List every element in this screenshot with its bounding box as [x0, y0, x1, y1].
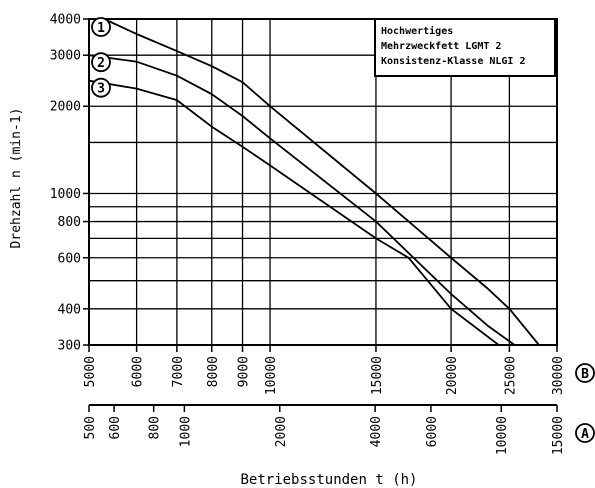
- curve-1: [103, 18, 540, 346]
- y-tick-label: 800: [58, 215, 81, 230]
- curve-2: [88, 54, 516, 346]
- x-tick-label-b: 30000: [551, 356, 566, 395]
- x-tick-label-b: 6000: [131, 356, 146, 387]
- y-axis-label: Drehzahl n (min-1): [9, 108, 24, 249]
- x-tick-label-a: 800: [148, 416, 163, 439]
- curve-marker-label-2: 2: [97, 56, 105, 71]
- x-tick-label-a: 4000: [369, 416, 384, 447]
- x-tick-label-b: 8000: [206, 356, 221, 387]
- curve-marker-1: [91, 17, 111, 37]
- curve-3: [88, 79, 500, 346]
- x-tick-label-a: 1000: [178, 416, 193, 447]
- y-tick-label: 3000: [50, 49, 81, 64]
- curve-marker-label-3: 3: [97, 82, 105, 97]
- curve-markers: 1 2 3: [91, 17, 111, 98]
- axis-marker-label-a: A: [581, 427, 589, 442]
- curve-marker-3: [91, 77, 111, 98]
- y-tick-label: 300: [58, 339, 81, 354]
- curve-marker-label-1: 1: [97, 21, 105, 36]
- y-tick-label: 400: [58, 302, 81, 317]
- x-tick-label-b: 9000: [237, 356, 252, 387]
- y-tick-label: 600: [58, 251, 81, 266]
- x-tick-label-a: 15000: [551, 416, 566, 455]
- axis-marker-b: [575, 363, 595, 383]
- x-axis-b: 5000 6000 7000 8000 9000 10000 15000 20000 25000…: [83, 344, 595, 395]
- legend-line-1: Hochwertiges: [381, 25, 453, 37]
- axis-marker-a: [575, 423, 595, 443]
- y-tick-label: 1000: [50, 187, 81, 202]
- x-tick-label-b: 25000: [503, 356, 518, 395]
- x-tick-label-a: 500: [83, 416, 98, 439]
- x-tick-label-b: 5000: [83, 356, 98, 387]
- x-tick-label-a: 2000: [274, 416, 289, 447]
- y-tick-label: 2000: [50, 100, 81, 115]
- y-tick-label: 4000: [50, 13, 81, 28]
- x-tick-label-b: 15000: [370, 356, 385, 395]
- x-tick-label-a: 10000: [495, 416, 510, 455]
- x-tick-label-b: 10000: [264, 356, 279, 395]
- legend-line-3: Konsistenz-Klasse NLGI 2: [381, 55, 526, 67]
- x-tick-label-a: 6000: [425, 416, 440, 447]
- x-axis-a: 500 600 800 1000 2000 4000 6000 10000 15000 A: [83, 404, 595, 455]
- axis-marker-label-b: B: [581, 367, 589, 382]
- legend-box: Hochwertiges Mehrzweckfett LGMT 2 Konsis…: [374, 18, 556, 77]
- x-tick-label-b: 7000: [171, 356, 186, 387]
- legend-line-2: Mehrzweckfett LGMT 2: [381, 41, 501, 52]
- y-axis: 300 400 600 800 1000 2000 3000 4000: [50, 13, 89, 354]
- x-axis-label: Betriebsstunden t (h): [240, 472, 417, 488]
- curve-marker-2: [91, 52, 111, 73]
- legend-rect: [374, 18, 556, 77]
- chart-curves: [88, 18, 540, 346]
- x-tick-label-b: 20000: [445, 356, 460, 395]
- x-tick-label-a: 600: [108, 416, 123, 439]
